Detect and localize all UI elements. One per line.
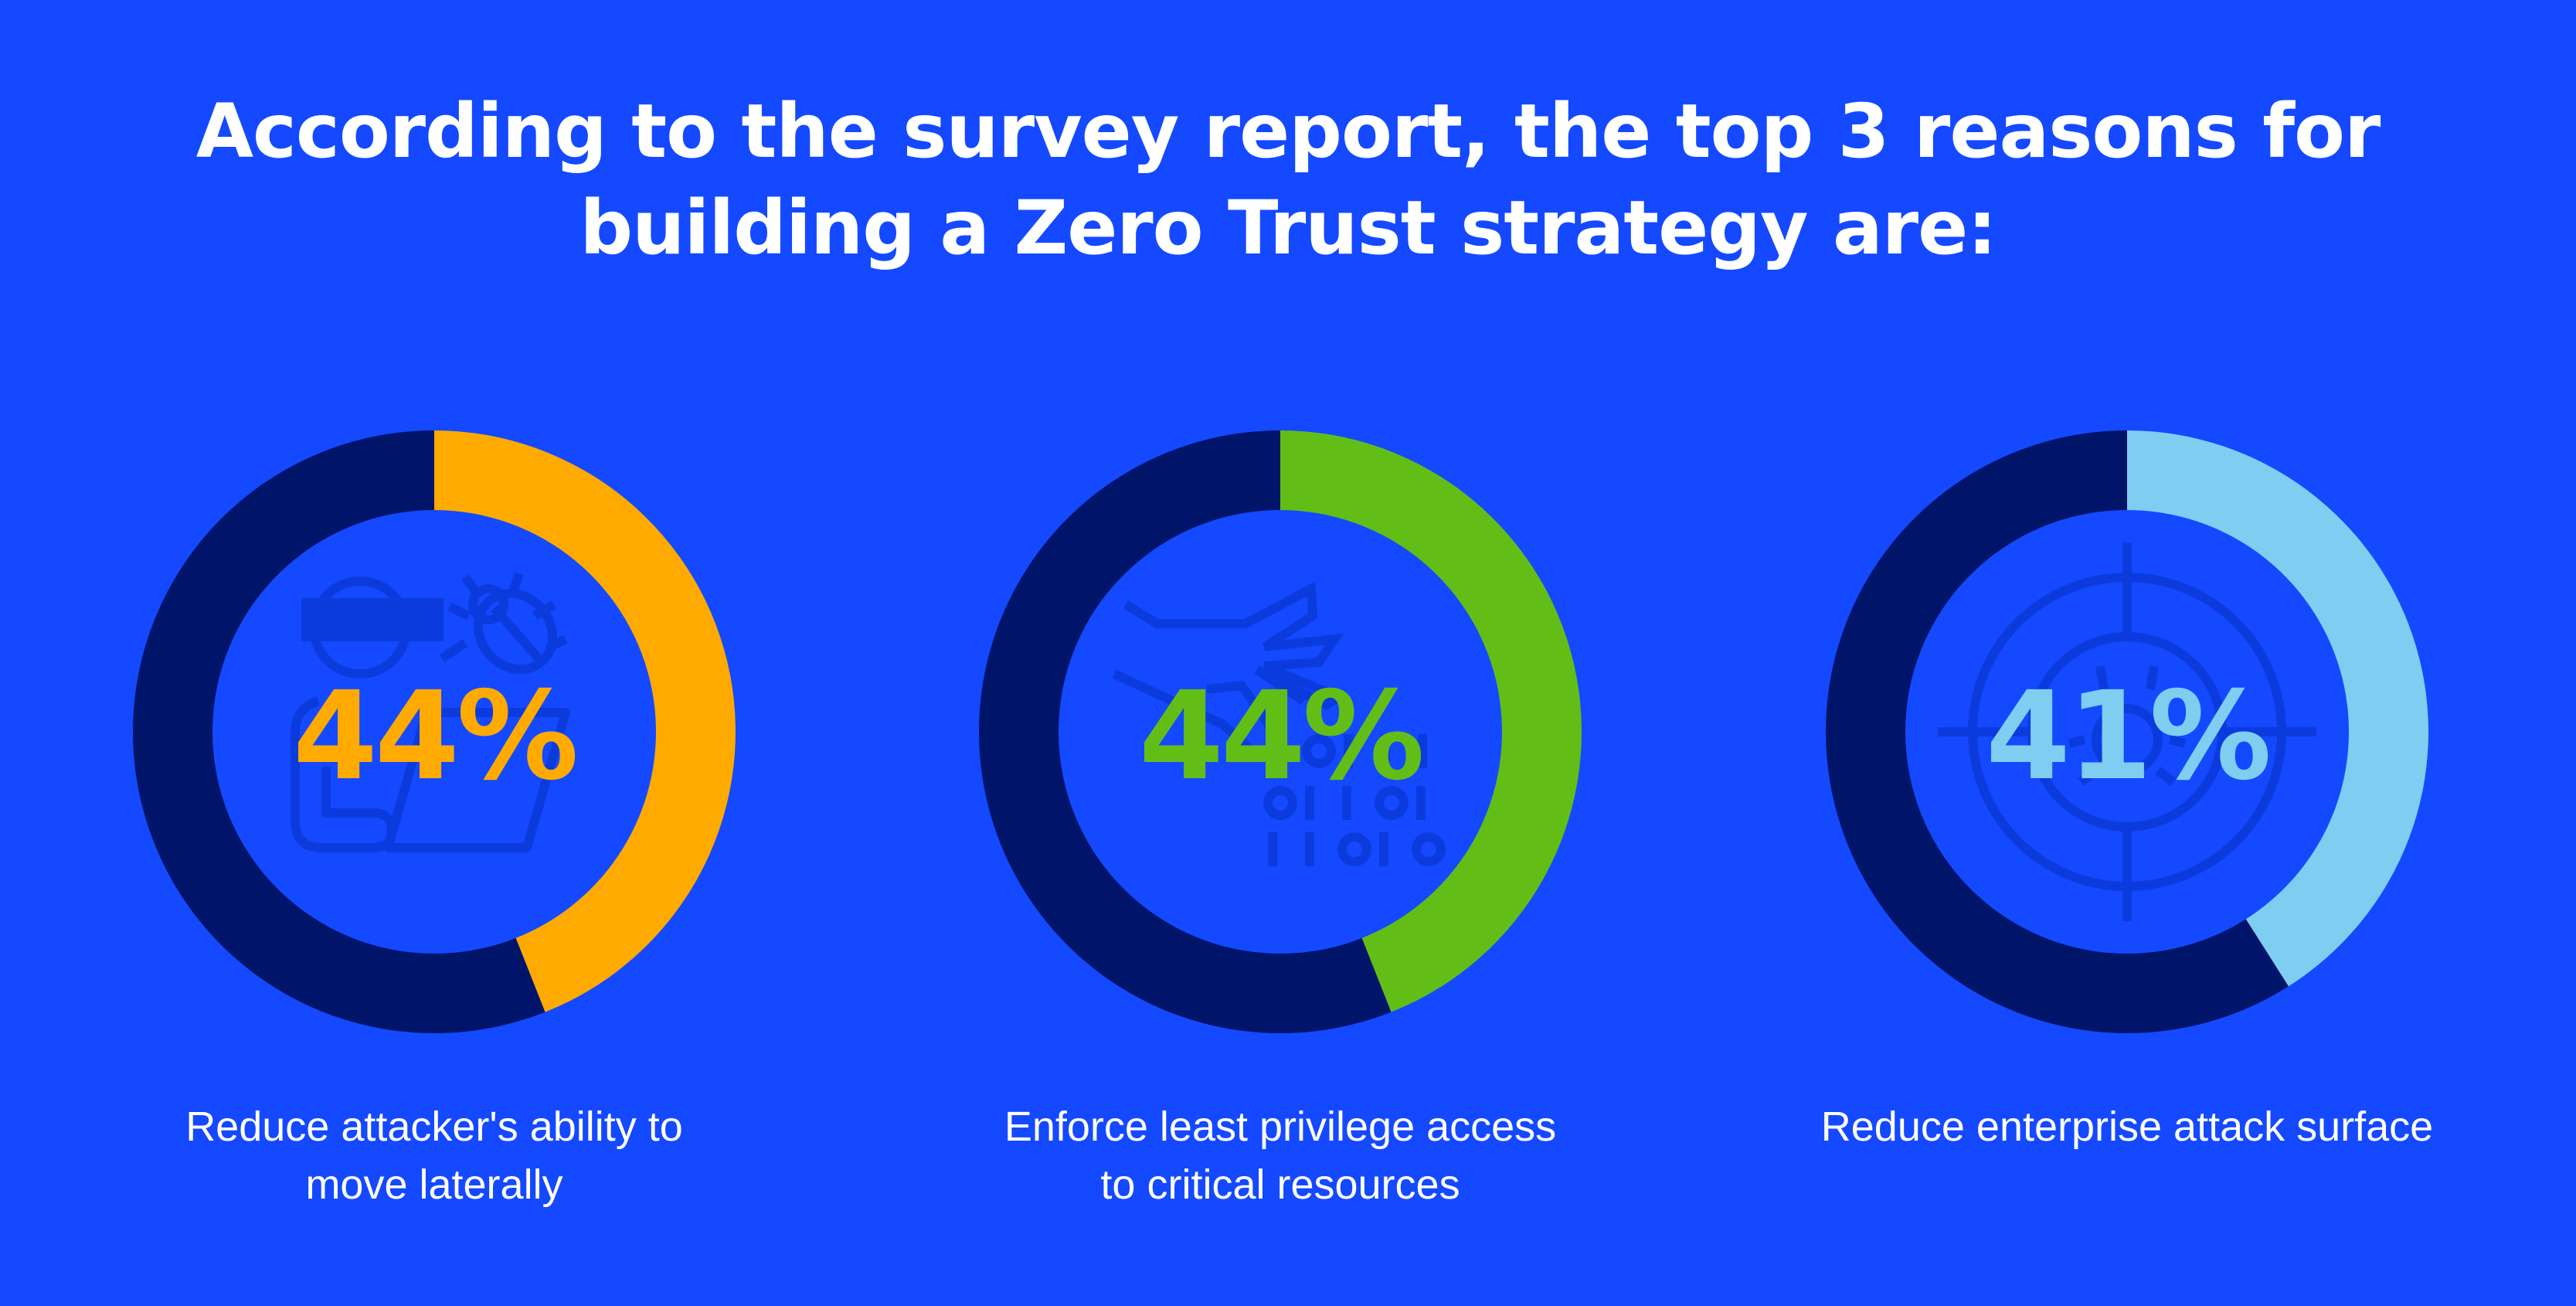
donut-2: 44% [979,430,1582,1033]
page-title: According to the survey report, the top … [0,83,2576,277]
donut-label-2-line-2: to critical resources [1100,1161,1460,1208]
donut-label-1-line-2: move laterally [305,1161,563,1208]
donut-1-track [133,430,545,1033]
title-line-1: According to the survey report, the top … [195,88,2381,175]
hacker-bug-laptop-icon [291,572,570,852]
donut-2-value-label: 44% [1139,665,1422,808]
donut-3-track [1826,430,2289,1033]
donut-1: 44% [133,430,736,1033]
hand-binary-data-icon [1112,581,1446,866]
donut-label-1: Reduce attacker's ability to move latera… [48,1098,821,1214]
title-line-2: building a Zero Trust strategy are: [579,185,1997,271]
donut-label-3-line-1: Reduce enterprise attack surface [1820,1104,2434,1150]
donut-3-value-arc [2127,430,2429,987]
donut-label-3: Reduce enterprise attack surface [1741,1098,2513,1156]
donut-3-value-label: 41% [1986,665,2268,808]
donut-label-2-line-1: Enforce least privilege access [1004,1104,1557,1150]
donut-1-value-label: 44% [293,665,576,808]
donut-1-value-arc [434,430,736,1012]
donut-3: 41% [1826,430,2429,1033]
donut-2-track [979,430,1392,1033]
donut-label-1-line-1: Reduce attacker's ability to [185,1104,683,1150]
target-bug-icon [1938,542,2316,921]
donut-2-value-arc [1280,430,1582,1012]
donut-label-2: Enforce least privilege access to critic… [894,1098,1667,1214]
